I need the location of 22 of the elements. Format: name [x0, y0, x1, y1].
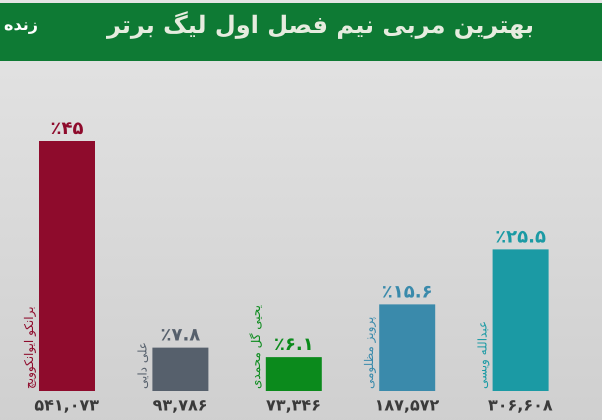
data-label: ٪۱۵.۶ — [382, 281, 433, 302]
text: ۵۴۱,۰۷۳ — [34, 395, 100, 414]
data-label: ٪۶.۱ — [274, 334, 314, 356]
bar — [39, 141, 95, 391]
x-tick-label: یحیی گل محمدی — [248, 305, 263, 389]
x-tick-label: عبدالله ویسی — [476, 320, 490, 389]
bar — [266, 357, 322, 391]
x-tick-label: پرویز مظلومی — [362, 316, 376, 389]
x-tick-label: علی دایی — [135, 342, 150, 389]
text: ۷۳,۳۴۶ — [266, 395, 321, 414]
bar — [379, 304, 436, 391]
data-label: ٪۴۵ — [50, 118, 84, 139]
bar — [492, 249, 549, 391]
text: ۳۰۶,۶۰۸ — [488, 395, 553, 414]
bar — [152, 348, 208, 391]
data-label: ٪۷.۸ — [160, 324, 200, 346]
text: ۱۸۷,۵۷۲ — [374, 395, 440, 414]
chart-title: بهترین مربی نیم فصل اول لیگ برتر — [106, 11, 534, 39]
text: زنده — [4, 15, 38, 34]
text: ۹۳,۷۸۶ — [152, 395, 208, 414]
x-tick-label: برانکو ایوانکوویچ — [22, 306, 36, 389]
data-label: ٪۲۵.۵ — [495, 226, 546, 248]
